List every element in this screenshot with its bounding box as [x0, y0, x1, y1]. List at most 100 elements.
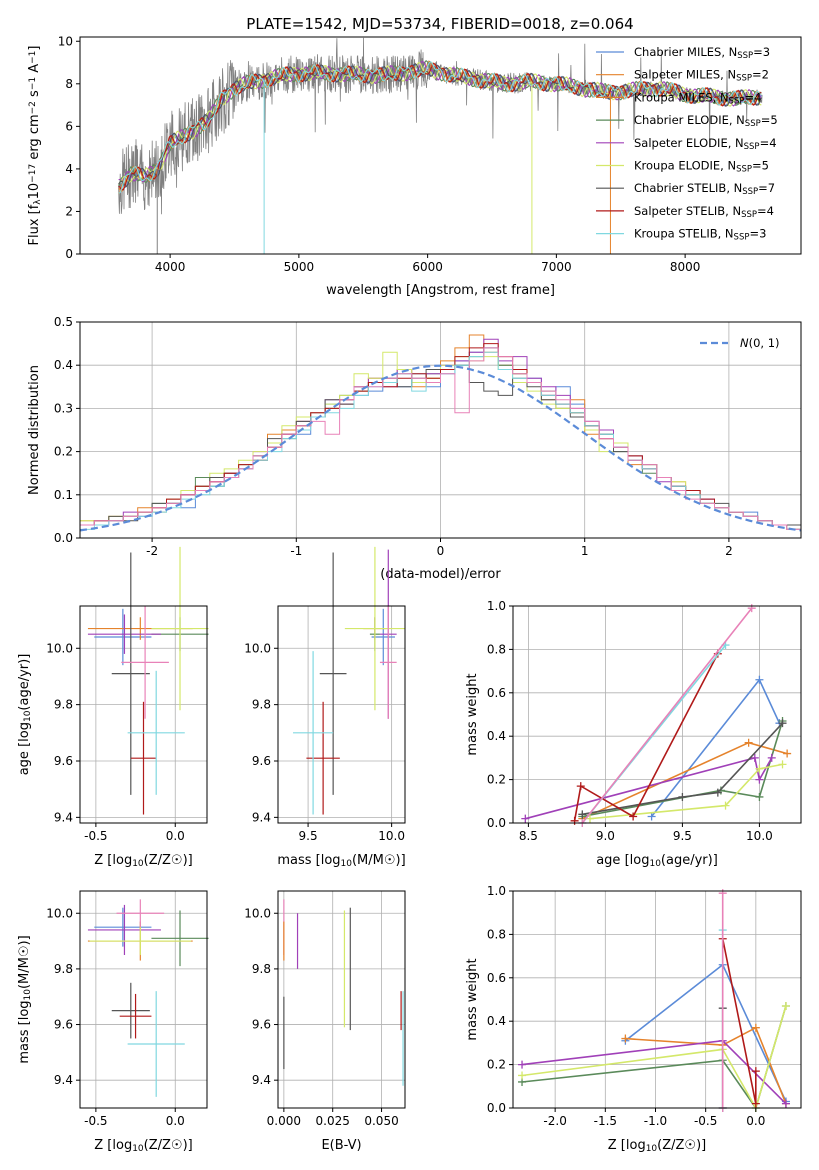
x-axis-label: Z [log10(Z/Z☉)] — [94, 853, 192, 869]
y-tick-label: 0.0 — [487, 816, 506, 830]
weight-line — [582, 722, 784, 816]
axis-label-part: (Z/Z☉)] — [657, 1138, 706, 1153]
weight-marker — [755, 792, 764, 801]
legend-label-text: Salpeter ELODIE, N — [634, 136, 744, 150]
x-axis-label: Z [log10(Z/Z☉)] — [94, 1138, 192, 1154]
x-tick-label: -1 — [290, 544, 302, 558]
x-axis-label: (data-model)/error — [380, 567, 501, 582]
y-tick-label: 4 — [65, 162, 73, 176]
weight-marker — [755, 764, 764, 773]
legend-label-sub: SSP — [737, 51, 753, 61]
y-tick-label: 0.0 — [487, 1101, 506, 1115]
spectrum-data-line — [118, 37, 763, 215]
axis-label-sub: 10 — [132, 1144, 144, 1154]
spectrum-model-line — [118, 62, 762, 191]
x-tick-label: 0.000 — [267, 1114, 301, 1128]
legend-label-text: Salpeter MILES, N — [634, 68, 736, 82]
axis-label-sub: 10 — [23, 989, 33, 1001]
legend-label-text: Chabrier STELIB, N — [634, 181, 742, 195]
x-tick-label: 6000 — [412, 260, 443, 274]
spectrum-lines — [118, 37, 763, 254]
y-axis-label-part: A — [27, 64, 42, 77]
legend-label-value: =7 — [758, 181, 775, 195]
weight-marker — [570, 816, 579, 825]
weight-marker — [576, 782, 585, 791]
y-tick-label: 10 — [58, 34, 73, 48]
y-axis-label: mass weight — [465, 958, 480, 1040]
x-tick-label: 9.5 — [673, 829, 692, 843]
x-tick-label: 2 — [725, 544, 733, 558]
legend-label-value: =3 — [749, 227, 766, 241]
legend-label-text: Kroupa STELIB, N — [634, 227, 734, 241]
y-tick-label: 9.4 — [252, 810, 271, 824]
x-tick-label: 10.0 — [378, 829, 405, 843]
legend-label-text: Chabrier ELODIE, N — [634, 113, 745, 127]
weight-marker — [751, 1067, 760, 1076]
y-axis-label-part: −2 — [28, 101, 38, 114]
axis-label-part: (M/M☉)] — [352, 853, 406, 868]
legend-label: Salpeter STELIB, NSSP=4 — [634, 204, 774, 220]
y-axis-label: mass [log10(M/M☉)] — [17, 935, 33, 1063]
x-tick-label: -2 — [146, 544, 158, 558]
weight-marker — [778, 719, 787, 728]
axis-label-part: Z [log — [608, 1138, 646, 1153]
y-tick-label: 0.4 — [487, 1014, 506, 1028]
weight-marker — [781, 1099, 790, 1108]
weight-marker — [721, 801, 730, 810]
y-tick-label: 0.4 — [54, 358, 73, 372]
x-tick-label: 0.050 — [364, 1114, 398, 1128]
y-tick-label: 10.0 — [244, 906, 271, 920]
weight-marker — [621, 1034, 630, 1043]
gaussian-curve — [79, 364, 802, 532]
y-tick-label: 0.3 — [54, 401, 73, 415]
weight-line — [573, 653, 719, 821]
mass-vs-metallicity-plot: -0.5 0.09.49.69.810.0Z [log10(Z/Z☉)]mass … — [17, 890, 209, 1154]
weight-marker — [647, 812, 656, 821]
y-tick-label: 0.0 — [54, 531, 73, 545]
y-axis-label: Normed distribution — [27, 365, 42, 495]
y-axis-label-part: s — [27, 90, 42, 101]
y-tick-label: 9.4 — [54, 810, 73, 824]
weight-marker — [744, 738, 753, 747]
x-axis-label: wavelength [Angstrom, rest frame] — [326, 283, 555, 298]
x-axis-label: Z [log10(Z/Z☉)] — [608, 1138, 706, 1154]
residuals-histogram: -2 -1 0 1 2 0.0 0.1 0.2 0.3 0.4 0.5 (data-model)/er… — [27, 315, 802, 582]
y-tick-label: 9.6 — [252, 754, 271, 768]
legend-label-text: Salpeter STELIB, N — [634, 204, 741, 218]
y-tick-label: 9.8 — [54, 962, 73, 976]
y-tick-label: 0.6 — [487, 971, 506, 985]
axes-frame — [277, 890, 406, 1109]
y-axis-label-part: ] — [27, 46, 42, 51]
legend-label-value: =4 — [757, 204, 774, 218]
y-tick-label: 9.4 — [252, 1073, 271, 1087]
axis-label-part: age [log — [17, 722, 32, 775]
figure-title: PLATE=1542, MJD=53734, FIBERID=0018, z=0… — [246, 15, 633, 33]
legend-label-value: =4 — [744, 90, 761, 104]
y-axis-label-part: 10 — [27, 183, 42, 200]
axes-frame — [277, 605, 406, 824]
y-axis-label: age [log10(age/yr)] — [17, 654, 33, 776]
axis-label-part: (age/yr)] — [661, 853, 718, 868]
x-axis-label: E(B-V) — [321, 1138, 361, 1153]
x-tick-label: 5000 — [284, 260, 315, 274]
x-tick-label: 7000 — [541, 260, 572, 274]
legend-label-sub: SSP — [729, 97, 745, 107]
x-tick-label: 0.0 — [746, 1114, 765, 1128]
weight-marker — [767, 753, 776, 762]
axes-frame — [512, 605, 802, 824]
weight-marker — [518, 1060, 527, 1069]
x-tick-label: -1.5 — [594, 1114, 617, 1128]
y-tick-label: 10.0 — [46, 906, 73, 920]
legend-label-sub: SSP — [744, 142, 760, 152]
axes-frame — [512, 890, 802, 1109]
x-tick-label: 8000 — [670, 260, 701, 274]
legend-label: N(0, 1) — [740, 336, 780, 350]
axis-label-part: (M/M☉)] — [17, 935, 32, 989]
axis-label-part: mass [log — [17, 1000, 32, 1063]
weight-vs-age-plot: 8.5 9.0 9.5 10.0 0.0 0.2 0.4 0.6 0.8 1.0 age [log1… — [465, 599, 802, 869]
weight-marker — [578, 810, 587, 819]
weight-marker — [783, 749, 792, 758]
axis-label-part: (Z/Z☉)] — [144, 853, 193, 868]
legend-label-sub: SSP — [734, 233, 750, 243]
legend-label-value: =2 — [752, 68, 769, 82]
